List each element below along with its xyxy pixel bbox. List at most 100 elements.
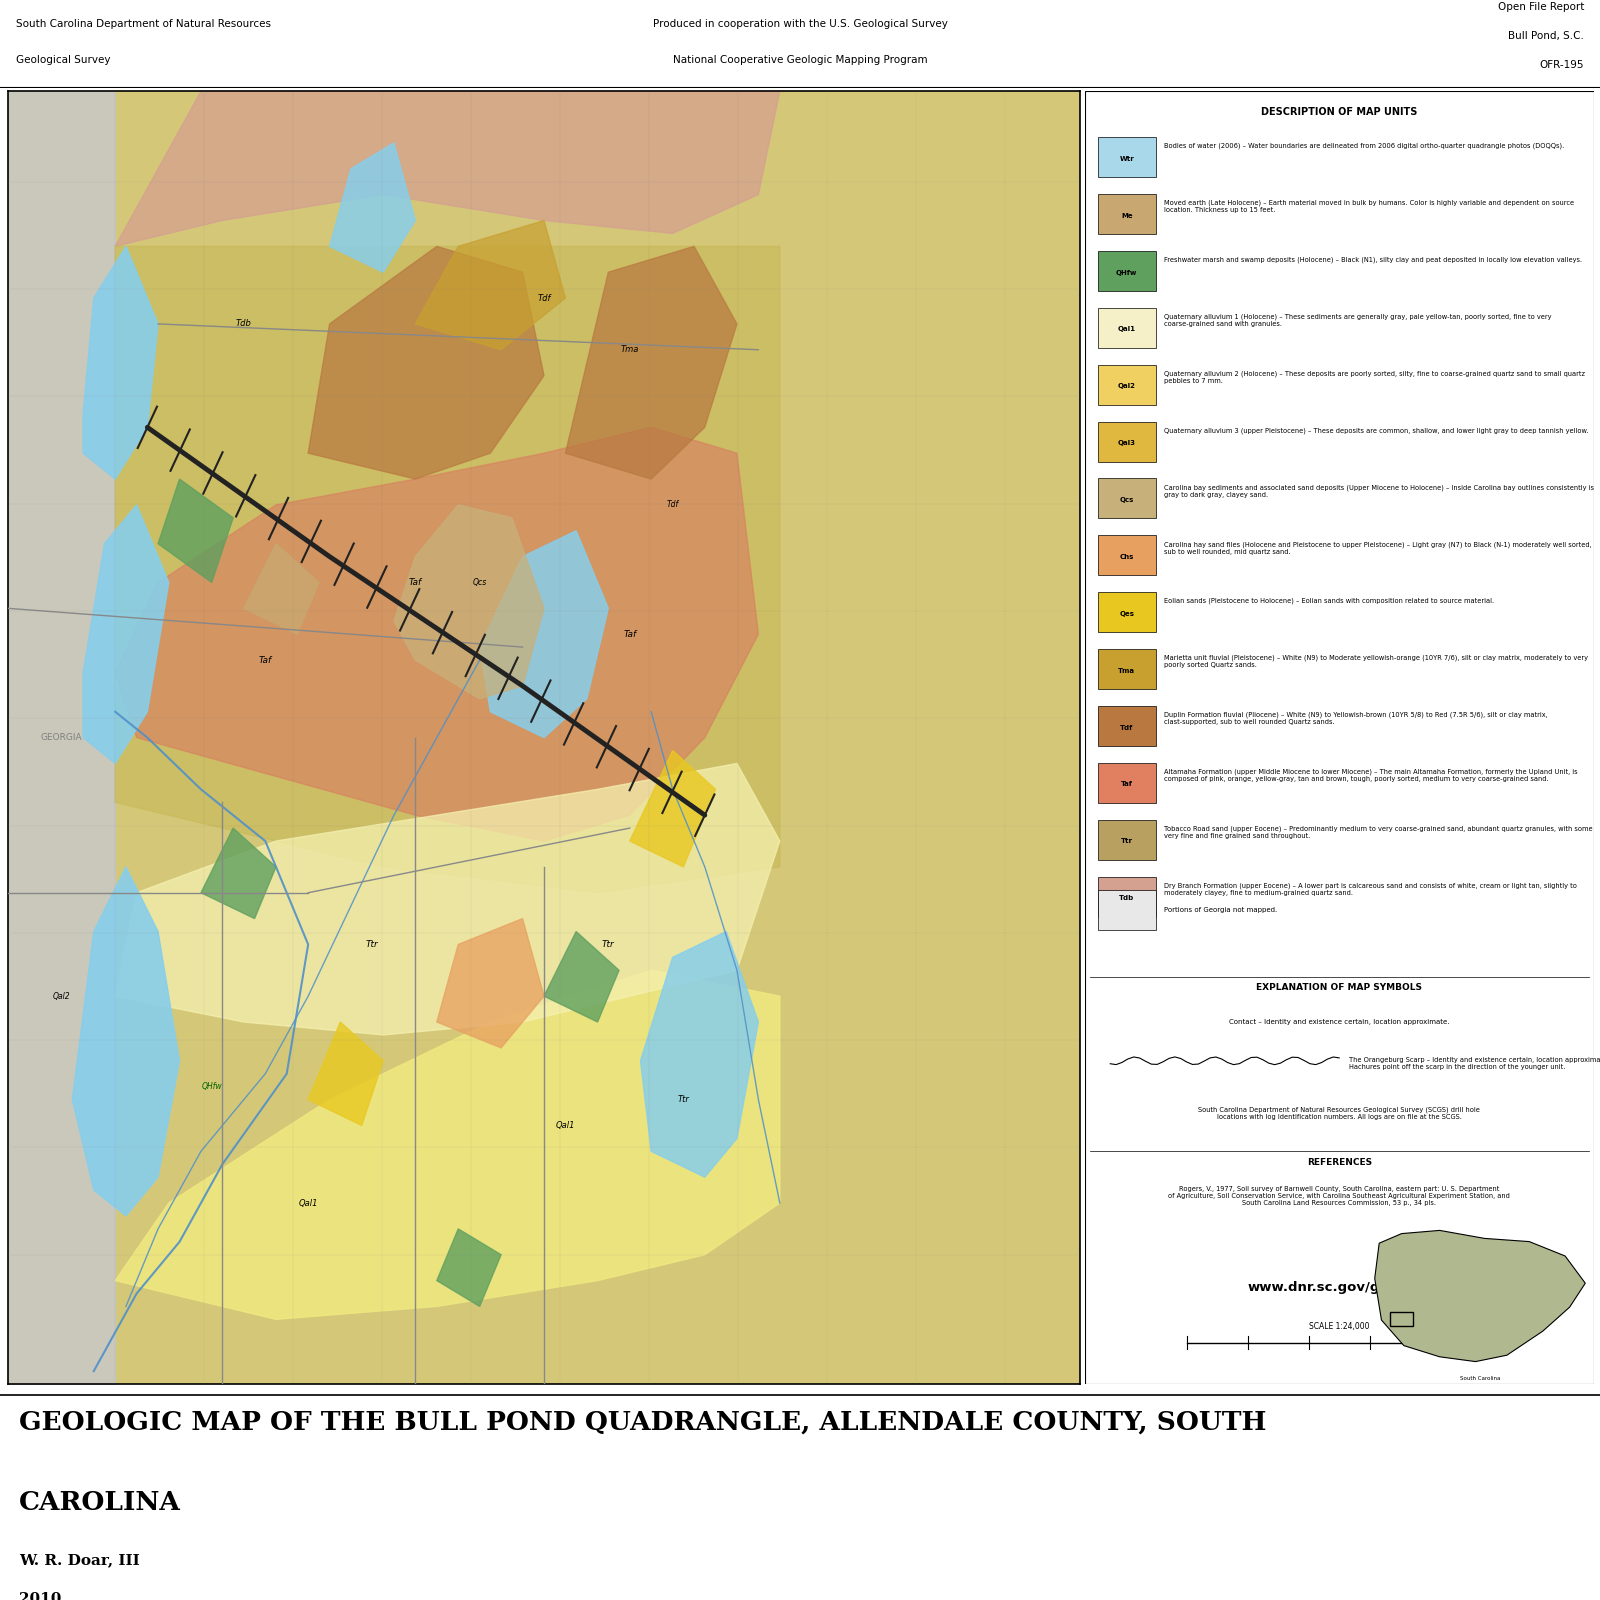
Bar — [1098, 307, 1157, 347]
Text: QHfw: QHfw — [1117, 269, 1138, 275]
Text: Qal2: Qal2 — [53, 992, 70, 1000]
Text: Ttr: Ttr — [1120, 838, 1133, 845]
Text: Qal3: Qal3 — [1118, 440, 1136, 446]
Text: CAROLINA: CAROLINA — [19, 1490, 181, 1515]
Text: Contact – Identity and existence certain, location approximate.: Contact – Identity and existence certain… — [1229, 1019, 1450, 1026]
Polygon shape — [158, 478, 234, 582]
Text: Qcs: Qcs — [1120, 498, 1134, 502]
Text: OFR-195: OFR-195 — [1539, 59, 1584, 70]
Text: Qal1: Qal1 — [555, 1122, 574, 1130]
Polygon shape — [544, 931, 619, 1022]
Text: The Orangeburg Scarp – Identity and existence certain, location approximate.
Hac: The Orangeburg Scarp – Identity and exis… — [1349, 1058, 1600, 1070]
Polygon shape — [480, 531, 608, 738]
Bar — [1098, 536, 1157, 576]
Text: Duplin Formation fluvial (Pliocene) – White (N9) to Yellowish-brown (10YR 5/8) t: Duplin Formation fluvial (Pliocene) – Wh… — [1163, 712, 1547, 725]
Text: Taf: Taf — [622, 630, 637, 638]
Bar — [1098, 194, 1157, 234]
Polygon shape — [243, 544, 318, 634]
Polygon shape — [309, 1022, 384, 1125]
Text: South Carolina: South Carolina — [1459, 1376, 1501, 1381]
Text: Geological Survey: Geological Survey — [16, 54, 110, 64]
Text: Taf: Taf — [1122, 781, 1133, 787]
Text: Taf: Taf — [408, 578, 422, 587]
Text: QHfw: QHfw — [202, 1082, 222, 1091]
Text: Bodies of water (2006) – Water boundaries are delineated from 2006 digital ortho: Bodies of water (2006) – Water boundarie… — [1163, 142, 1563, 149]
Polygon shape — [330, 142, 416, 272]
Polygon shape — [115, 246, 779, 893]
Bar — [1098, 877, 1157, 917]
Text: Tma: Tma — [1118, 667, 1136, 674]
Text: GEOLOGIC MAP OF THE BULL POND QUADRANGLE, ALLENDALE COUNTY, SOUTH: GEOLOGIC MAP OF THE BULL POND QUADRANGLE… — [19, 1410, 1267, 1435]
Bar — [1098, 478, 1157, 518]
Bar — [1098, 890, 1157, 930]
Text: Taf: Taf — [259, 656, 272, 664]
Bar — [1098, 650, 1157, 690]
Text: Tdb: Tdb — [1118, 896, 1134, 901]
Polygon shape — [72, 867, 179, 1216]
Text: Qal1: Qal1 — [1118, 326, 1136, 333]
Bar — [1098, 819, 1157, 859]
Text: South Carolina Department of Natural Resources: South Carolina Department of Natural Res… — [16, 19, 270, 29]
Bar — [1098, 592, 1157, 632]
Text: Quaternary alluvium 2 (Holocene) – These deposits are poorly sorted, silty, fine: Quaternary alluvium 2 (Holocene) – These… — [1163, 371, 1584, 384]
Text: Carolina bay sediments and associated sand deposits (Upper Miocene to Holocene) : Carolina bay sediments and associated sa… — [1163, 485, 1594, 498]
Bar — [1098, 763, 1157, 803]
Text: South Carolina Department of Natural Resources Geological Survey (SCGS) drill ho: South Carolina Department of Natural Res… — [1198, 1106, 1480, 1120]
Polygon shape — [565, 246, 738, 478]
Polygon shape — [115, 970, 779, 1320]
Text: Me: Me — [1122, 213, 1133, 219]
Text: Quaternary alluvium 3 (upper Pleistocene) – These deposits are common, shallow, : Quaternary alluvium 3 (upper Pleistocene… — [1163, 427, 1589, 434]
Text: Open File Report: Open File Report — [1498, 2, 1584, 11]
Text: Wtr: Wtr — [1120, 155, 1134, 162]
Text: Freshwater marsh and swamp deposits (Holocene) – Black (N1), silty clay and peat: Freshwater marsh and swamp deposits (Hol… — [1163, 256, 1582, 262]
Polygon shape — [640, 931, 758, 1178]
Polygon shape — [437, 918, 544, 1048]
Bar — [1098, 365, 1157, 405]
Text: Qes: Qes — [1120, 611, 1134, 618]
Text: Altamaha Formation (upper Middle Miocene to lower Miocene) – The main Altamaha F: Altamaha Formation (upper Middle Miocene… — [1163, 768, 1578, 782]
Polygon shape — [115, 763, 779, 1035]
Text: EXPLANATION OF MAP SYMBOLS: EXPLANATION OF MAP SYMBOLS — [1256, 984, 1422, 992]
Text: Ttr: Ttr — [366, 939, 379, 949]
Polygon shape — [1374, 1230, 1586, 1362]
Text: GEORGIA: GEORGIA — [40, 733, 83, 742]
Text: Ttr: Ttr — [602, 939, 614, 949]
Text: Tdb: Tdb — [235, 320, 251, 328]
Text: Chs: Chs — [1120, 554, 1134, 560]
Bar — [1098, 706, 1157, 746]
Text: DESCRIPTION OF MAP UNITS: DESCRIPTION OF MAP UNITS — [1261, 107, 1418, 117]
Text: Moved earth (Late Holocene) – Earth material moved in bulk by humans. Color is h: Moved earth (Late Holocene) – Earth mate… — [1163, 200, 1574, 213]
Text: www.dnr.sc.gov/geology: www.dnr.sc.gov/geology — [1248, 1280, 1430, 1293]
Text: Bull Pond, S.C.: Bull Pond, S.C. — [1509, 30, 1584, 40]
Text: Qal2: Qal2 — [1118, 384, 1136, 389]
Text: Tdf: Tdf — [1120, 725, 1133, 731]
Text: Eolian sands (Pleistocene to Holocene) – Eolian sands with composition related t: Eolian sands (Pleistocene to Holocene) –… — [1163, 598, 1494, 605]
Text: Rogers, V., 1977, Soil survey of Barnwell County, South Carolina, eastern part: : Rogers, V., 1977, Soil survey of Barnwel… — [1168, 1186, 1510, 1206]
Text: Produced in cooperation with the U.S. Geological Survey: Produced in cooperation with the U.S. Ge… — [653, 19, 947, 29]
Polygon shape — [416, 221, 565, 350]
Text: Tdf: Tdf — [667, 501, 678, 509]
Text: 2010: 2010 — [19, 1592, 61, 1600]
Text: Carolina hay sand files (Holocene and Pleistocene to upper Pleistocene) – Light : Carolina hay sand files (Holocene and Pl… — [1163, 541, 1592, 555]
Polygon shape — [83, 246, 158, 478]
Text: Tdf: Tdf — [538, 293, 550, 302]
Text: W. R. Doar, III: W. R. Doar, III — [19, 1554, 139, 1568]
Text: Ttr: Ttr — [677, 1094, 690, 1104]
Text: Portions of Georgia not mapped.: Portions of Georgia not mapped. — [1163, 907, 1277, 914]
Text: SCALE 1:24,000: SCALE 1:24,000 — [1309, 1322, 1370, 1331]
Text: Dry Branch Formation (upper Eocene) – A lower part is calcareous sand and consis: Dry Branch Formation (upper Eocene) – A … — [1163, 882, 1576, 896]
Text: National Cooperative Geologic Mapping Program: National Cooperative Geologic Mapping Pr… — [672, 54, 928, 64]
Text: Qcs: Qcs — [472, 578, 486, 587]
Bar — [1098, 138, 1157, 178]
Bar — [1390, 1312, 1413, 1326]
Text: Quaternary alluvium 1 (Holocene) – These sediments are generally gray, pale yell: Quaternary alluvium 1 (Holocene) – These… — [1163, 314, 1550, 326]
Polygon shape — [394, 506, 544, 699]
Text: Tma: Tma — [621, 346, 638, 354]
Bar — [1098, 251, 1157, 291]
Bar — [1098, 421, 1157, 462]
Text: Tobacco Road sand (upper Eocene) – Predominantly medium to very coarse-grained s: Tobacco Road sand (upper Eocene) – Predo… — [1163, 826, 1592, 838]
Polygon shape — [115, 427, 758, 842]
Polygon shape — [115, 91, 779, 246]
Text: Qal1: Qal1 — [299, 1198, 318, 1208]
Text: REFERENCES: REFERENCES — [1307, 1158, 1371, 1166]
